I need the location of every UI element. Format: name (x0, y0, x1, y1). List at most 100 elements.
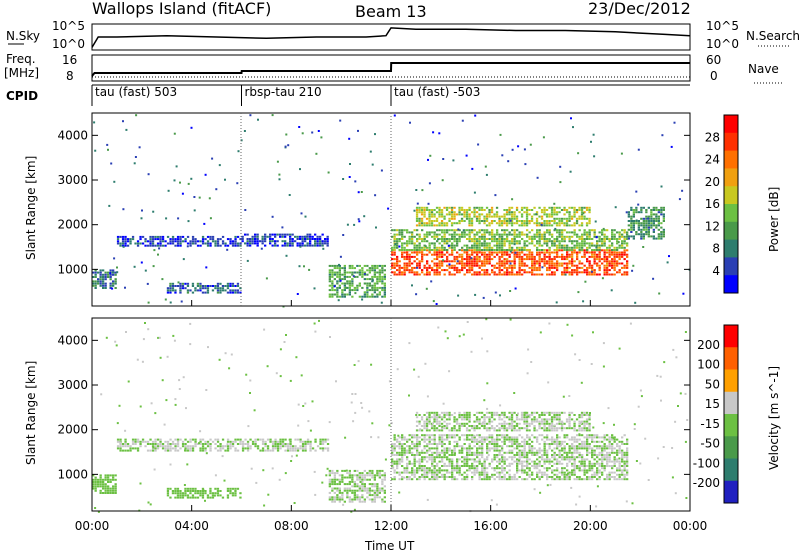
heatmap-cell (438, 132, 441, 135)
heatmap-cell (321, 438, 325, 441)
heatmap-cell (351, 267, 354, 270)
heatmap-cell (99, 485, 102, 488)
heatmap-cell (124, 438, 127, 441)
heatmap-cell (538, 434, 541, 437)
heatmap-cell (536, 262, 539, 265)
heatmap-cell (551, 251, 554, 254)
heatmap-cell (553, 438, 556, 441)
heatmap-cell (346, 472, 349, 475)
cpid-segments: tau (fast) 503 rbsp-tau 210 tau (fast) -50… (91, 85, 480, 106)
heatmap-cell (541, 456, 544, 459)
heatmap-cell (508, 438, 511, 441)
heatmap-cell (461, 235, 464, 238)
heatmap-cell (209, 438, 212, 441)
heatmap-cell (246, 443, 250, 445)
heatmap-cell (416, 244, 419, 247)
heatmap-cell (660, 233, 663, 236)
heatmap-cell (423, 414, 426, 416)
heatmap-cell (326, 244, 329, 247)
heatmap-cell (573, 240, 576, 243)
heatmap-cell (171, 285, 175, 287)
heatmap-cell (458, 271, 461, 274)
heatmap-cell (441, 244, 444, 247)
heatmap-cell (191, 242, 195, 245)
heatmap-cell (621, 460, 624, 463)
heatmap-cell (426, 451, 429, 454)
heatmap-cell (501, 465, 504, 467)
heatmap-cell (441, 443, 444, 445)
heatmap-cell (102, 284, 105, 287)
heatmap-cell (623, 473, 626, 476)
heatmap-cell (608, 447, 611, 450)
heatmap-cell (566, 266, 569, 269)
heatmap-cell (601, 242, 604, 245)
heatmap-cell (458, 269, 461, 272)
heatmap-cell (428, 422, 431, 425)
heatmap-cell (306, 443, 310, 445)
heatmap-cell (526, 253, 529, 256)
heatmap-cell (430, 220, 434, 222)
heatmap-cell (618, 447, 621, 450)
colorbar-tick-label: 24 (705, 153, 720, 167)
heatmap-cell (551, 443, 554, 445)
heatmap-cell (516, 469, 519, 472)
heatmap-cell (436, 229, 439, 232)
heatmap-cell (361, 269, 364, 272)
heatmap-cell (94, 280, 97, 283)
heatmap-cell (538, 469, 541, 472)
heatmap-cell (411, 467, 414, 470)
heatmap-cell (647, 224, 650, 227)
heatmap-cell (251, 240, 254, 243)
heatmap-cell (593, 473, 596, 476)
heatmap-cell (338, 295, 341, 298)
heatmap-cell (588, 222, 591, 225)
heatmap-cell (281, 235, 284, 238)
heatmap-cell (521, 478, 524, 481)
heatmap-cell (496, 454, 499, 456)
heatmap-cell (591, 467, 594, 470)
heatmap-cell (588, 264, 591, 267)
heatmap-cell (201, 242, 205, 245)
heatmap-cell (199, 289, 202, 292)
heatmap-cell (104, 282, 107, 285)
heatmap-cell (358, 273, 361, 276)
heatmap-cell (226, 494, 230, 497)
heatmap-cell (606, 465, 609, 467)
heatmap-cell (104, 476, 107, 479)
heatmap-cell (618, 262, 621, 265)
heatmap-cell (528, 458, 531, 461)
heatmap-cell (453, 215, 456, 218)
heatmap-cell (635, 206, 638, 209)
heatmap-cell (566, 456, 569, 459)
heatmap-cell (181, 240, 185, 243)
heatmap-cell (378, 278, 381, 281)
heatmap-cell (564, 273, 567, 276)
heatmap-cell (182, 258, 185, 261)
heatmap-cell (428, 447, 431, 450)
heatmap-cell (448, 271, 451, 274)
heatmap-cell (596, 447, 599, 450)
heatmap-cell (363, 483, 366, 486)
heatmap-cell (204, 242, 207, 245)
heatmap-cell (603, 235, 606, 238)
heatmap-cell (109, 278, 112, 281)
heatmap-cell (194, 238, 197, 241)
heatmap-cell (598, 251, 601, 254)
heatmap-cell (413, 249, 416, 251)
heatmap-cell (526, 258, 529, 261)
heatmap-cell (425, 411, 429, 414)
heatmap-cell (343, 500, 346, 503)
heatmap-cell (538, 238, 541, 240)
heatmap-cell (376, 494, 379, 497)
heatmap-cell (149, 443, 152, 445)
heatmap-cell (154, 449, 157, 452)
heatmap-cell (299, 438, 302, 441)
heatmap-cell (231, 282, 235, 285)
heatmap-cell (581, 434, 584, 437)
heatmap-cell (553, 473, 556, 476)
heatmap-cell (361, 295, 364, 298)
heatmap-cell (156, 235, 160, 238)
heatmap-cell (159, 235, 162, 238)
heatmap-cell (573, 440, 576, 443)
heatmap-cell (483, 273, 486, 276)
